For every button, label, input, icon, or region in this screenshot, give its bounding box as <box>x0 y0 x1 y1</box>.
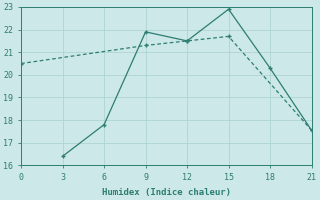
X-axis label: Humidex (Indice chaleur): Humidex (Indice chaleur) <box>102 188 231 197</box>
